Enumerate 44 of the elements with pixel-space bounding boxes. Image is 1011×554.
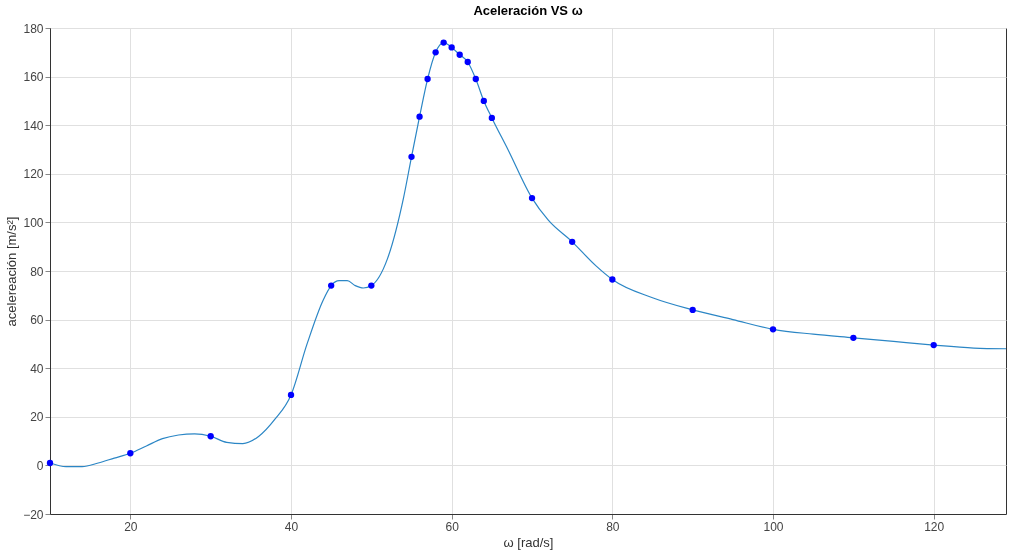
point: [287, 391, 295, 399]
point: [569, 238, 576, 245]
point: [609, 276, 616, 283]
point: [769, 326, 777, 333]
x-tick-label: 100: [763, 519, 784, 534]
point: [488, 114, 496, 122]
x-tick-label: 120: [924, 519, 945, 534]
point: [448, 44, 455, 51]
y-tick-label: 100: [23, 215, 44, 230]
x-axis-title: ω [rad/s]: [503, 534, 554, 550]
y-tick-label: 20: [30, 410, 44, 425]
point: [850, 334, 857, 341]
point: [46, 459, 54, 467]
point: [368, 282, 375, 289]
x-tick-label: 40: [284, 519, 299, 534]
point: [207, 433, 214, 440]
y-tick-label: 60: [30, 313, 44, 328]
x-tick-label: 60: [445, 519, 460, 534]
y-tick-label: 180: [23, 21, 44, 36]
x-tick-label: 80: [606, 519, 620, 534]
point: [456, 51, 463, 58]
y-tick-label: 40: [30, 361, 44, 376]
y-tick-label: 80: [30, 264, 44, 279]
point: [440, 39, 447, 46]
x-tick-label: 20: [124, 519, 138, 534]
point: [464, 58, 471, 66]
y-axis-title: acelereación [m/s²]: [4, 216, 20, 327]
point: [424, 75, 431, 83]
y-tick-label: 0: [36, 458, 44, 473]
point: [689, 306, 696, 314]
point: [416, 113, 423, 120]
point: [127, 450, 134, 457]
point: [528, 194, 536, 202]
chart-title: Aceleración VS ω: [473, 3, 583, 18]
point: [432, 49, 439, 56]
point: [328, 282, 335, 289]
point: [472, 75, 479, 83]
y-tick-label: 120: [23, 167, 44, 182]
point: [480, 97, 487, 105]
point: [408, 153, 415, 160]
y-tick-label: −20: [23, 507, 44, 522]
y-tick-label: 160: [23, 70, 44, 85]
y-tick-label: 140: [23, 118, 44, 133]
point: [930, 341, 937, 349]
